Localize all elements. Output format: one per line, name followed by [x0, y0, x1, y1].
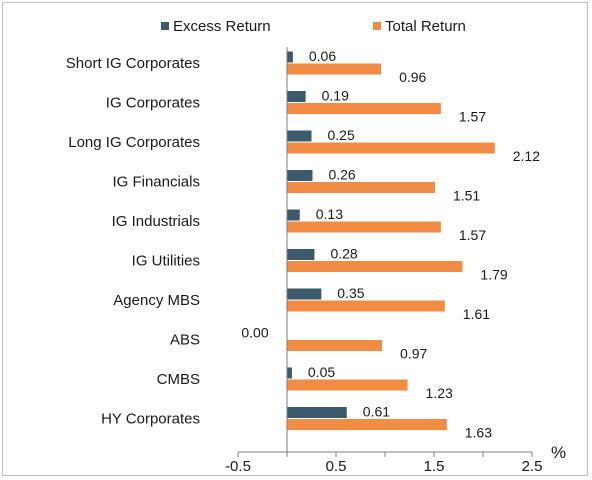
legend-swatch	[373, 22, 381, 30]
x-unit-label: %	[551, 443, 566, 462]
excess-return-bar	[287, 91, 306, 102]
bar-chart: Excess Return Total Return Short IG Corpor…	[66, 18, 566, 475]
excess-return-bar	[287, 170, 313, 181]
legend-label: Total Return	[385, 18, 466, 35]
category-label: Agency MBS	[113, 292, 200, 309]
x-tick-label: 1.5	[424, 458, 445, 475]
excess-return-value: 0.61	[363, 404, 390, 420]
total-return-value: 1.57	[459, 109, 486, 125]
excess-return-value: 0.35	[337, 285, 364, 301]
total-return-bar	[287, 379, 408, 391]
total-return-bar	[287, 261, 463, 272]
total-return-value: 0.97	[400, 346, 427, 362]
total-return-value: 1.23	[426, 385, 453, 401]
x-tick-label: 0.5	[326, 458, 347, 475]
category-label: IG Financials	[112, 174, 200, 191]
chart-frame: Excess Return Total Return Short IG Corpor…	[2, 2, 588, 476]
excess-return-bar	[287, 407, 347, 418]
x-tick-label: -0.5	[225, 458, 251, 475]
total-return-value: 1.57	[459, 227, 486, 243]
excess-return-value: 0.05	[308, 364, 335, 380]
total-return-value: 1.51	[453, 188, 480, 204]
total-return-bar	[287, 300, 445, 312]
excess-return-bar	[287, 209, 300, 221]
excess-return-value: 0.06	[309, 48, 336, 64]
excess-return-value: 0.26	[328, 167, 355, 183]
legend-swatch	[161, 22, 169, 30]
category-label: Short IG Corporates	[66, 55, 200, 72]
total-return-value: 0.96	[399, 69, 426, 85]
excess-return-bar	[287, 51, 293, 63]
total-return-bar	[287, 182, 435, 193]
category-label: ABS	[170, 332, 200, 349]
excess-return-value: 0.28	[330, 246, 357, 262]
category-label: Long IG Corporates	[68, 134, 200, 151]
excess-return-bar	[287, 130, 312, 142]
excess-return-bar	[287, 249, 315, 260]
total-return-value: 1.61	[463, 306, 490, 322]
category-label: CMBS	[157, 371, 200, 388]
total-return-bar	[287, 142, 495, 154]
category-label: IG Utilities	[132, 253, 200, 270]
excess-return-bar	[287, 367, 292, 379]
total-return-value: 2.12	[513, 148, 540, 164]
excess-return-value: 0.13	[316, 206, 343, 222]
excess-return-value: 0.19	[322, 88, 349, 104]
total-return-bar	[287, 103, 441, 114]
legend-label: Excess Return	[173, 18, 271, 35]
total-return-bar	[287, 340, 383, 351]
total-return-value: 1.79	[480, 267, 507, 283]
total-return-value: 1.63	[465, 425, 492, 441]
total-return-bar	[287, 419, 447, 430]
excess-return-value: 0.00	[241, 325, 268, 341]
category-label: IG Industrials	[112, 213, 200, 230]
total-return-bar	[287, 63, 382, 75]
category-label: HY Corporates	[101, 411, 200, 428]
category-label: IG Corporates	[106, 95, 200, 112]
excess-return-value: 0.25	[328, 127, 355, 143]
total-return-bar	[287, 221, 441, 233]
excess-return-bar	[287, 288, 322, 300]
x-tick-label: 2.5	[522, 458, 543, 475]
